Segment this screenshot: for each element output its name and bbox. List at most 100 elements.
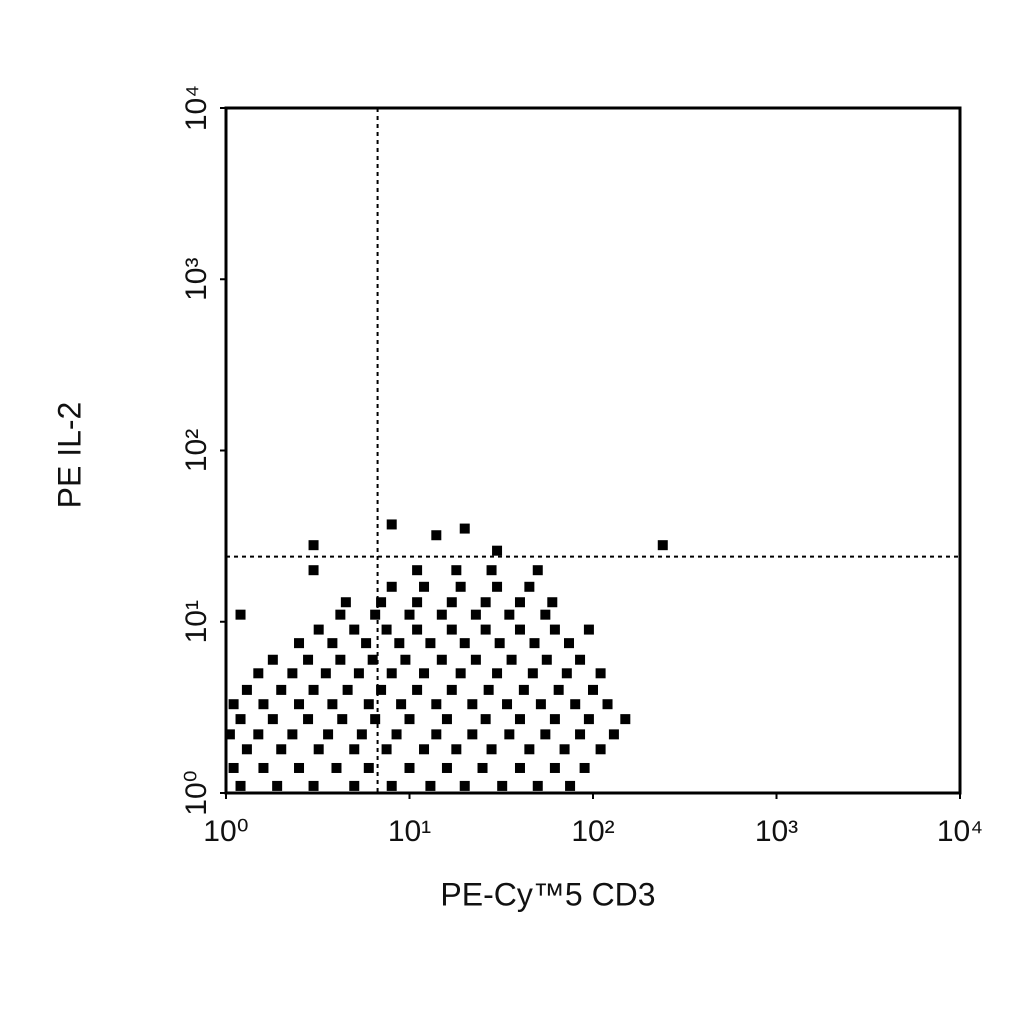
point — [361, 638, 372, 649]
point — [480, 597, 491, 608]
point — [342, 684, 353, 695]
point — [241, 744, 252, 755]
point — [412, 597, 423, 608]
x-tick-label: 10³ — [755, 815, 798, 848]
point — [381, 624, 392, 635]
point — [575, 729, 586, 740]
point — [228, 762, 239, 773]
point — [386, 780, 397, 791]
point — [376, 597, 387, 608]
point — [349, 780, 360, 791]
point — [480, 624, 491, 635]
point — [349, 624, 360, 635]
point — [303, 654, 314, 665]
point — [308, 780, 319, 791]
point — [470, 609, 481, 620]
point — [549, 762, 560, 773]
point — [540, 609, 551, 620]
point — [287, 729, 298, 740]
point — [561, 668, 572, 679]
point — [502, 699, 513, 710]
point — [425, 780, 436, 791]
point — [272, 780, 283, 791]
point — [276, 744, 287, 755]
point — [480, 714, 491, 725]
point — [431, 530, 442, 541]
point — [579, 762, 590, 773]
x-tick-label: 10⁴ — [937, 815, 983, 848]
point — [363, 762, 374, 773]
point — [575, 654, 586, 665]
point — [412, 684, 423, 695]
x-tick-label: 10¹ — [388, 815, 431, 848]
point — [376, 684, 387, 695]
point — [419, 668, 430, 679]
point — [381, 744, 392, 755]
point — [486, 565, 497, 576]
point — [506, 654, 517, 665]
point — [486, 744, 497, 755]
point — [532, 565, 543, 576]
point — [353, 668, 364, 679]
point — [412, 624, 423, 635]
point — [253, 668, 264, 679]
point — [518, 684, 529, 695]
point — [595, 668, 606, 679]
point — [276, 684, 287, 695]
point — [549, 624, 560, 635]
point — [235, 714, 246, 725]
point — [303, 714, 314, 725]
point — [527, 668, 538, 679]
point — [504, 729, 515, 740]
point — [337, 714, 348, 725]
point — [514, 762, 525, 773]
point — [287, 668, 298, 679]
point — [451, 565, 462, 576]
point — [588, 684, 598, 695]
point — [467, 699, 478, 710]
point — [532, 780, 543, 791]
point — [565, 780, 576, 791]
point — [367, 654, 378, 665]
point — [294, 762, 305, 773]
point — [340, 597, 351, 608]
point — [446, 684, 457, 695]
point — [514, 597, 525, 608]
point — [446, 624, 457, 635]
point — [349, 744, 360, 755]
point — [425, 638, 436, 649]
point — [235, 609, 246, 620]
point — [386, 581, 397, 592]
point — [451, 744, 462, 755]
plot-frame — [224, 106, 962, 795]
point — [363, 699, 374, 710]
point — [356, 729, 367, 740]
point — [258, 762, 269, 773]
x-tick-label: 10⁰ — [203, 815, 248, 848]
point — [370, 609, 381, 620]
point — [419, 744, 430, 755]
point — [455, 668, 466, 679]
point — [595, 744, 606, 755]
point — [559, 744, 570, 755]
x-axis-title: PE-Cy™5 CD3 — [440, 876, 655, 912]
y-tick-label: 10² — [180, 429, 213, 472]
point — [394, 638, 405, 649]
point — [549, 714, 560, 725]
point — [514, 714, 525, 725]
point — [267, 714, 278, 725]
point — [258, 699, 269, 710]
point — [294, 699, 305, 710]
point — [455, 581, 466, 592]
point — [459, 780, 470, 791]
point — [335, 609, 346, 620]
point — [514, 624, 525, 635]
point — [253, 729, 264, 740]
point — [497, 780, 508, 791]
point — [404, 762, 415, 773]
y-axis-title: PE IL-2 — [51, 402, 87, 509]
point — [404, 714, 415, 725]
y-tick-label: 10³ — [180, 258, 213, 301]
